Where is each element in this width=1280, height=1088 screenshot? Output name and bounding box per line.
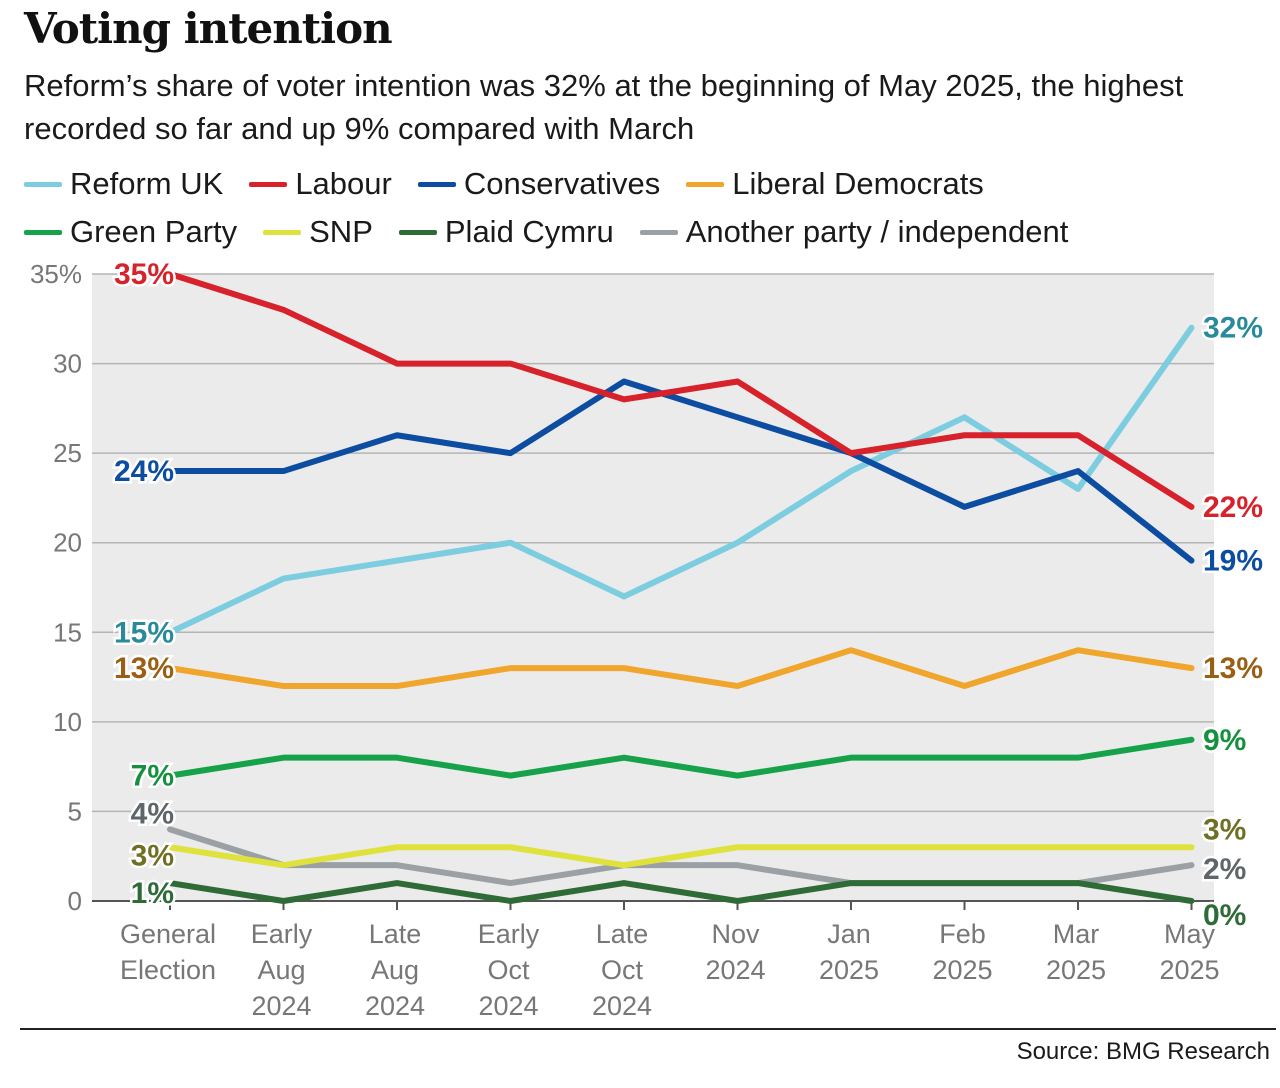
series-line-conservatives: [167, 378, 1195, 564]
x-tick-label-line: 2025: [932, 955, 992, 985]
series-start-label: 35%: [114, 258, 174, 291]
series-start-label: 15%: [114, 616, 174, 649]
x-tick-label-line: 2024: [365, 991, 425, 1021]
legend-row-2: Green Party SNP Plaid Cymru Another part…: [24, 208, 1264, 256]
legend-label-labour: Labour: [295, 166, 392, 201]
x-tick-label-line: May: [1164, 919, 1216, 949]
legend-item-reform: Reform UK: [24, 166, 223, 202]
legend-swatch-plaid: [398, 229, 437, 235]
source-note: Source: BMG Research: [1016, 1038, 1270, 1065]
chart-title: Voting intention: [24, 4, 393, 53]
y-tick-label: 25: [53, 438, 82, 468]
legend-item-plaid: Plaid Cymru: [398, 214, 614, 250]
series-end-label: 22%: [1203, 491, 1263, 524]
legend-row-1: Reform UK Labour Conservatives Liberal D…: [24, 160, 1264, 208]
x-tick-label: Late Aug 2024: [365, 919, 425, 1021]
series-start-label: 13%: [114, 652, 174, 685]
series-start-label: 24%: [114, 455, 174, 488]
legend-item-conservatives: Conservatives: [417, 166, 661, 202]
legend-swatch-labour: [249, 181, 288, 187]
series-end-label: 3%: [1203, 813, 1246, 846]
legend-swatch-reform: [24, 181, 62, 187]
x-tick-label-line: 2025: [819, 955, 879, 985]
x-tick-label: Mar 2025: [1046, 919, 1106, 985]
x-tick-label: Early Aug 2024: [251, 919, 313, 1021]
x-tick-label-line: 2024: [251, 991, 311, 1021]
series-end-label: 13%: [1203, 652, 1263, 685]
legend-swatch-snp: [263, 229, 302, 235]
x-tick-label-line: Jan: [827, 919, 871, 949]
series-end-label: 32%: [1203, 312, 1263, 345]
x-tick-label-line: Nov: [711, 919, 760, 949]
y-tick-label: 30: [53, 349, 82, 379]
x-tick-label-line: Early: [251, 919, 313, 949]
x-tick-label-line: Feb: [939, 919, 986, 949]
y-tick-label: 0: [68, 886, 82, 916]
legend-swatch-green: [24, 229, 62, 235]
x-tick-label-line: 2024: [705, 955, 765, 985]
series-start-label: 3%: [131, 839, 174, 872]
x-tick-label-line: 2024: [478, 991, 538, 1021]
series-line-snp: [167, 844, 1195, 869]
legend-item-other: Another party / independent: [639, 214, 1069, 250]
x-tick-label-line: Late: [596, 919, 649, 949]
y-tick-label: 10: [53, 707, 82, 737]
series-start-label: 7%: [131, 760, 174, 793]
x-tick-label: Nov 2024: [705, 919, 765, 985]
x-tick-label-line: 2025: [1159, 955, 1219, 985]
series-line-labour: [167, 271, 1195, 510]
series-line-liberal-democrats: [167, 647, 1195, 690]
chart-subtitle: Reform’s share of voter intention was 32…: [24, 68, 1184, 146]
legend-item-green: Green Party: [24, 214, 237, 250]
x-tick-label: Feb 2025: [932, 919, 992, 985]
legend-label-conservatives: Conservatives: [463, 166, 661, 201]
legend-item-snp: SNP: [263, 214, 373, 250]
legend-label-lib-dems: Liberal Democrats: [732, 166, 984, 201]
series-line-reform-uk: [167, 324, 1195, 636]
x-tick-label: Jan 2025: [819, 919, 879, 985]
legend-item-labour: Labour: [249, 166, 392, 202]
legend: Reform UK Labour Conservatives Liberal D…: [24, 160, 1264, 256]
y-tick-label: 15: [53, 617, 82, 647]
legend-item-lib-dems: Liberal Democrats: [686, 166, 984, 202]
series-end-label: 19%: [1203, 545, 1263, 578]
x-tick-label: Late Oct 2024: [592, 919, 652, 1021]
series-start-label: 1%: [131, 877, 174, 910]
legend-swatch-conservatives: [417, 181, 456, 187]
series-start-label: 4%: [131, 797, 174, 830]
series-line-plaid-cymru: [167, 880, 1195, 904]
legend-label-other: Another party / independent: [685, 214, 1069, 249]
x-tick-label: Early Oct 2024: [478, 919, 540, 1021]
legend-label-green: Green Party: [70, 214, 238, 249]
series-line-green-party: [167, 736, 1195, 779]
x-tick-label-line: Aug: [371, 955, 419, 985]
x-tick-label-line: Election: [120, 955, 216, 985]
x-tick-label-line: Early: [478, 919, 540, 949]
x-tick-label: May 2025: [1159, 919, 1219, 985]
source-divider: [20, 1028, 1276, 1030]
series-end-label: 9%: [1203, 724, 1246, 757]
legend-label-snp: SNP: [309, 214, 373, 249]
x-tick-label-line: Oct: [487, 955, 530, 985]
legend-label-reform: Reform UK: [70, 166, 224, 201]
legend-label-plaid: Plaid Cymru: [444, 214, 614, 249]
plot-background: [92, 274, 1214, 901]
series-end-label: 2%: [1203, 853, 1246, 886]
x-tick-label-line: Aug: [257, 955, 305, 985]
x-tick-label-line: General: [120, 919, 216, 949]
x-tick-label-line: 2024: [592, 991, 652, 1021]
y-tick-label: 5: [68, 796, 82, 826]
legend-swatch-other: [639, 229, 678, 235]
x-tick-label-line: Late: [369, 919, 422, 949]
x-tick-label-line: 2025: [1046, 955, 1106, 985]
x-tick-label-line: Oct: [601, 955, 644, 985]
x-tick-label: General Election: [120, 919, 216, 985]
y-tick-label: 35%: [30, 259, 82, 289]
x-tick-label-line: Mar: [1053, 919, 1100, 949]
series-end-label: 0%: [1203, 899, 1246, 932]
legend-swatch-lib-dems: [686, 181, 725, 187]
y-tick-label: 20: [53, 528, 82, 558]
